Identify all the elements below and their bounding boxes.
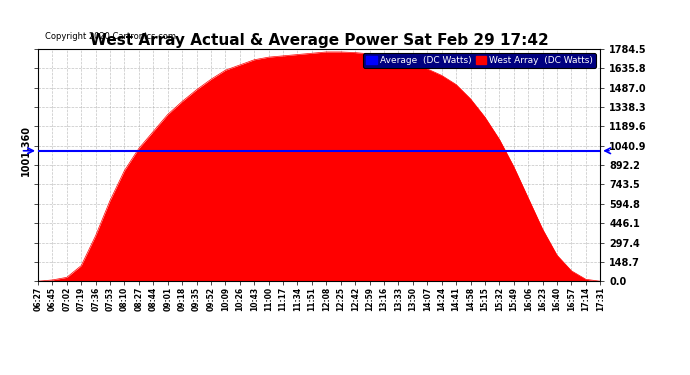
Text: 1001.360: 1001.360: [21, 125, 31, 176]
Legend: Average  (DC Watts), West Array  (DC Watts): Average (DC Watts), West Array (DC Watts…: [363, 53, 595, 68]
Text: Copyright 2020 Cartronics.com: Copyright 2020 Cartronics.com: [45, 32, 176, 41]
Title: West Array Actual & Average Power Sat Feb 29 17:42: West Array Actual & Average Power Sat Fe…: [90, 33, 549, 48]
